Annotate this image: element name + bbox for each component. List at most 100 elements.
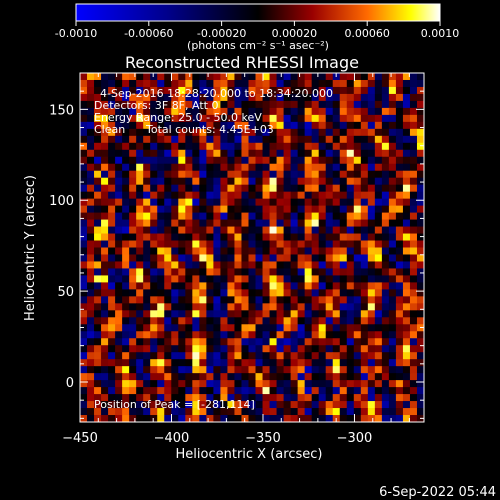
heatmap-cell (129, 226, 137, 234)
heatmap-cell (87, 107, 95, 116)
heatmap-cell (346, 114, 355, 123)
heatmap-cell (234, 73, 242, 81)
heatmap-cell (262, 373, 270, 381)
heatmap-cell (80, 219, 88, 227)
heatmap-cell (318, 254, 327, 262)
heatmap-cell (185, 415, 193, 423)
heatmap-cell (346, 366, 355, 374)
heatmap-cell (206, 359, 214, 367)
heatmap-cell (94, 121, 102, 130)
heatmap-cell (241, 289, 249, 297)
heatmap-cell (234, 191, 242, 200)
heatmap-cell (409, 93, 418, 102)
heatmap-cell (304, 240, 313, 248)
heatmap-cell (367, 247, 376, 255)
heatmap-cell (367, 310, 376, 318)
heatmap-cell (255, 310, 263, 318)
heatmap-cell (276, 170, 284, 179)
heatmap-cell (108, 261, 116, 269)
heatmap-cell (381, 93, 390, 102)
heatmap-cell (416, 289, 425, 297)
heatmap-cell (283, 73, 292, 81)
heatmap-cell (94, 282, 102, 290)
heatmap-cell (248, 73, 256, 81)
heatmap-cell (108, 415, 116, 423)
heatmap-cell (108, 177, 116, 186)
heatmap-cell (248, 289, 256, 297)
heatmap-cell (248, 247, 256, 255)
heatmap-cell (339, 401, 348, 409)
heatmap-cell (213, 247, 221, 255)
heatmap-cell (388, 114, 397, 123)
heatmap-cell (171, 310, 179, 318)
heatmap-cell (290, 240, 299, 248)
heatmap-cell (164, 212, 172, 220)
heatmap-cell (360, 345, 369, 353)
heatmap-cell (311, 128, 320, 137)
heatmap-cell (192, 121, 200, 130)
heatmap-cell (360, 114, 369, 123)
heatmap-cell (199, 198, 207, 207)
heatmap-cell (129, 338, 137, 346)
heatmap-cell (150, 233, 158, 241)
heatmap-cell (241, 303, 249, 311)
heatmap-cell (108, 79, 116, 88)
heatmap-cell (150, 198, 158, 207)
heatmap-cell (115, 317, 123, 325)
heatmap-cell (304, 142, 313, 151)
heatmap-cell (220, 366, 228, 374)
heatmap-cell (80, 212, 88, 220)
heatmap-cell (192, 310, 200, 318)
heatmap-cell (388, 79, 397, 88)
heatmap-cell (213, 163, 221, 172)
heatmap-cell (178, 275, 186, 283)
heatmap-cell (227, 247, 235, 255)
heatmap-cell (199, 233, 207, 241)
heatmap-cell (416, 359, 425, 367)
heatmap-cell (416, 100, 425, 109)
heatmap-cell (409, 359, 418, 367)
heatmap-cell (416, 268, 425, 276)
heatmap-cell (269, 338, 277, 346)
heatmap-cell (402, 170, 411, 179)
heatmap-cell (311, 331, 320, 339)
heatmap-cell (157, 247, 165, 255)
heatmap-cell (171, 198, 179, 207)
heatmap-cell (87, 254, 95, 262)
heatmap-cell (416, 261, 425, 269)
heatmap-cell (290, 73, 299, 81)
heatmap-cell (290, 254, 299, 262)
heatmap-cell (122, 212, 130, 220)
heatmap-cell (178, 296, 186, 304)
heatmap-cell (346, 373, 355, 381)
heatmap-cell (416, 331, 425, 339)
heatmap-cell (311, 282, 320, 290)
heatmap-cell (136, 135, 144, 144)
heatmap-cell (94, 156, 102, 165)
heatmap-cell (297, 170, 306, 179)
heatmap-cell (402, 184, 411, 193)
heatmap-cell (241, 114, 249, 123)
heatmap-cell (402, 191, 411, 200)
heatmap-cell (395, 317, 404, 325)
heatmap-cell (241, 156, 249, 165)
heatmap-cell (136, 100, 144, 109)
heatmap-cell (283, 261, 292, 269)
heatmap-cell (269, 170, 277, 179)
heatmap-cell (129, 310, 137, 318)
heatmap-cell (367, 205, 376, 213)
heatmap-cell (213, 310, 221, 318)
heatmap-cell (241, 268, 249, 276)
heatmap-cell (290, 296, 299, 304)
heatmap-cell (220, 359, 228, 367)
heatmap-cell (94, 79, 102, 88)
heatmap-cell (192, 268, 200, 276)
heatmap-cell (220, 212, 228, 220)
heatmap-cell (157, 310, 165, 318)
heatmap-cell (332, 373, 341, 381)
heatmap-cell (283, 198, 292, 207)
heatmap-cell (339, 142, 348, 151)
heatmap-cell (101, 394, 109, 402)
heatmap-cell (101, 93, 109, 102)
heatmap-cell (150, 310, 158, 318)
